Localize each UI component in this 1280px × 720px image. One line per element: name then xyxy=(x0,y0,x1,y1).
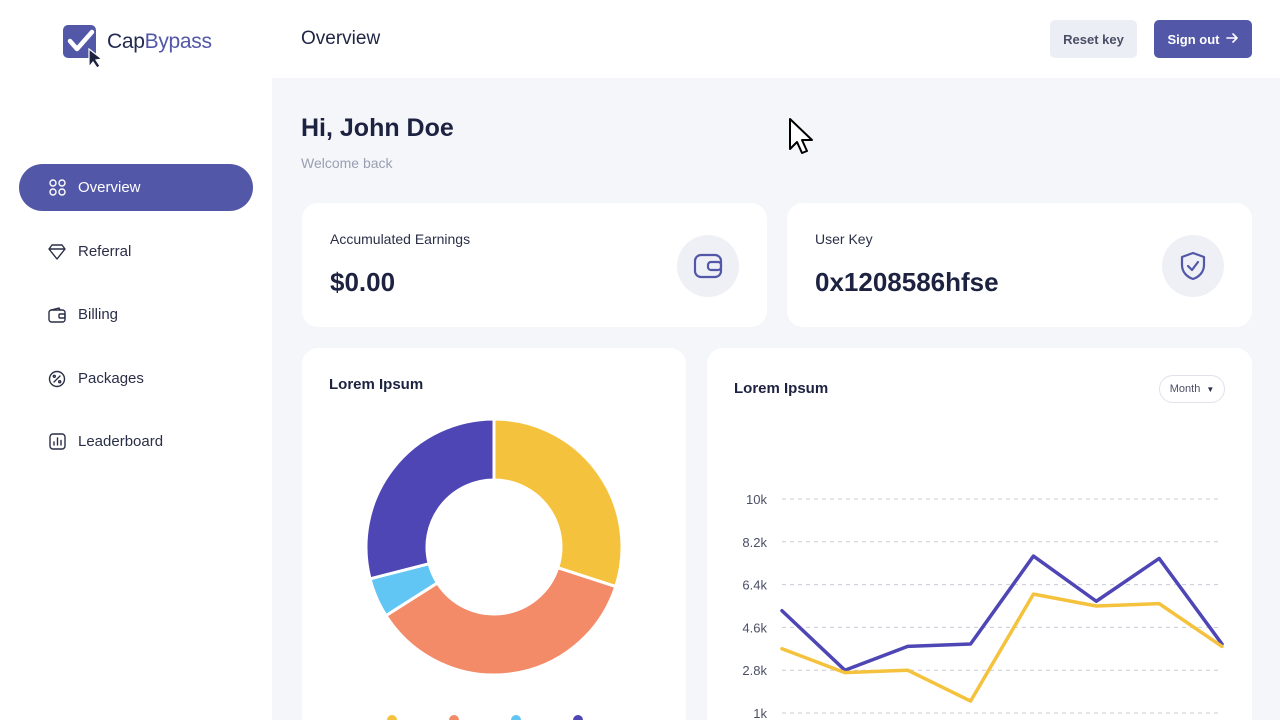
series-line-0 xyxy=(780,554,1224,672)
y-tick-label: 8.2k xyxy=(742,535,767,550)
sidebar-item-label: Packages xyxy=(78,370,144,387)
legend-dot-0 xyxy=(387,715,397,720)
sidebar-item-label: Referral xyxy=(78,243,132,260)
wallet-icon xyxy=(48,306,66,324)
sidebar-item-label: Overview xyxy=(78,179,141,196)
donut-slice-1 xyxy=(383,565,618,677)
logo-text: CapBypass xyxy=(107,30,212,53)
legend-dot-1 xyxy=(449,715,459,720)
sidebar-item-billing[interactable]: Billing xyxy=(19,291,253,338)
series-line-1 xyxy=(780,592,1224,703)
user-key-card: User Key 0x1208586hfse xyxy=(787,203,1252,327)
period-select[interactable]: Month ▼ xyxy=(1159,375,1225,403)
welcome-subtitle: Welcome back xyxy=(301,155,393,171)
user-key-value: 0x1208586hfse xyxy=(815,267,999,297)
legend-dot-3 xyxy=(573,715,583,720)
caret-down-icon: ▼ xyxy=(1206,384,1215,394)
diamond-icon xyxy=(48,243,66,261)
y-tick-label: 4.6k xyxy=(742,620,767,635)
chart-icon xyxy=(48,433,66,451)
page-title: Overview xyxy=(301,28,381,49)
percent-badge-icon xyxy=(48,370,66,388)
app-logo[interactable]: CapBypass xyxy=(62,24,212,69)
earnings-card: Accumulated Earnings $0.00 xyxy=(302,203,767,327)
reset-key-button[interactable]: Reset key xyxy=(1050,20,1137,58)
sidebar-item-label: Billing xyxy=(78,306,119,323)
shield-check-icon xyxy=(1162,235,1224,297)
y-tick-label: 1k xyxy=(753,706,767,720)
donut-chart-card: Lorem Ipsum xyxy=(302,348,686,720)
donut-card-title: Lorem Ipsum xyxy=(329,376,424,393)
greeting: Hi, John Doe xyxy=(301,114,454,142)
sign-out-label: Sign out xyxy=(1167,31,1220,47)
line-chart-card: Lorem Ipsum Month ▼ 10k 8.2k 6.4k 4.6k 2.8k 1… xyxy=(707,348,1252,720)
earnings-label: Accumulated Earnings xyxy=(330,231,471,247)
grid-icon xyxy=(48,179,66,197)
donut-slice-3 xyxy=(364,417,496,581)
donut-chart xyxy=(364,417,624,720)
mouse-cursor-icon xyxy=(788,117,818,157)
y-tick-label: 6.4k xyxy=(742,578,767,593)
y-tick-label: 10k xyxy=(746,492,767,507)
line-chart: 10k 8.2k 6.4k 4.6k 2.8k 1k xyxy=(742,492,1224,720)
sidebar-item-leaderboard[interactable]: Leaderboard xyxy=(19,418,253,465)
arrow-right-icon xyxy=(1225,31,1239,47)
sidebar-item-referral[interactable]: Referral xyxy=(19,228,253,275)
user-key-label: User Key xyxy=(815,231,873,247)
donut-slice-0 xyxy=(492,417,624,589)
sidebar-item-packages[interactable]: Packages xyxy=(19,355,253,402)
wallet-icon xyxy=(677,235,739,297)
line-card-title: Lorem Ipsum xyxy=(734,380,829,397)
sign-out-button[interactable]: Sign out xyxy=(1154,20,1252,58)
legend-dot-2 xyxy=(511,715,521,720)
y-tick-label: 2.8k xyxy=(742,663,767,678)
sidebar-item-overview[interactable]: Overview xyxy=(19,164,253,211)
period-select-value: Month xyxy=(1169,383,1201,395)
earnings-value: $0.00 xyxy=(330,267,396,297)
sidebar-item-label: Leaderboard xyxy=(78,433,164,450)
check-cursor-icon xyxy=(62,24,104,69)
reset-key-label: Reset key xyxy=(1063,31,1124,47)
